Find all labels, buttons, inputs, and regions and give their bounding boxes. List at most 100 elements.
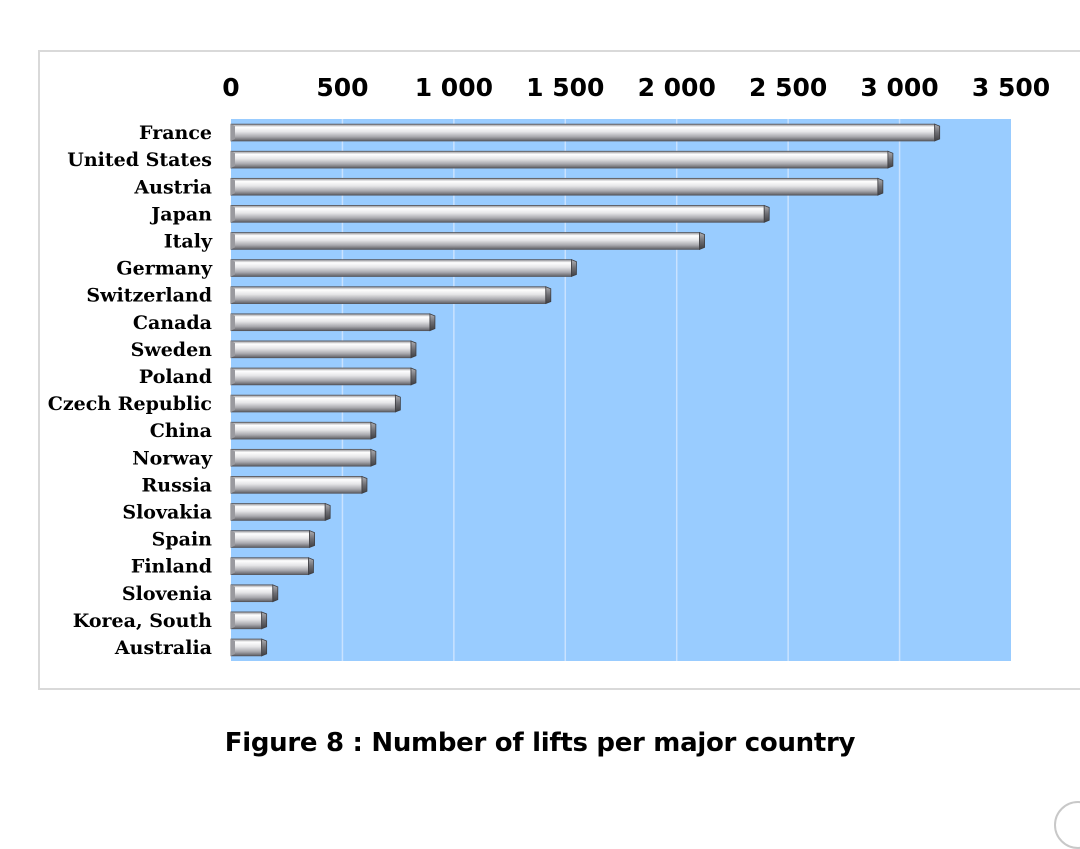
bar-end-cap — [324, 502, 331, 521]
bar-end-cap — [877, 177, 884, 196]
category-label: Germany — [116, 258, 213, 280]
category-label: Australia — [114, 637, 212, 659]
bar — [230, 286, 552, 305]
x-tick-label: 500 — [316, 73, 368, 102]
bar — [230, 421, 377, 440]
bar-end-cap — [429, 313, 436, 332]
bar-base-cap — [231, 205, 235, 223]
bar-base-cap — [231, 178, 235, 196]
bar-end-cap — [934, 123, 941, 142]
bar-end-cap — [272, 584, 279, 603]
bar — [230, 530, 315, 549]
x-tick-label: 1 000 — [415, 73, 493, 102]
bar — [230, 204, 770, 223]
figure-caption: Figure 8 : Number of lifts per major cou… — [224, 728, 856, 758]
bar-body — [230, 394, 396, 413]
bar-body — [230, 340, 412, 359]
bar — [230, 231, 705, 250]
bar — [230, 584, 279, 603]
category-label: France — [139, 122, 212, 144]
category-label: Korea, South — [73, 610, 212, 632]
bar-base-cap — [231, 286, 235, 304]
bar-body — [230, 313, 431, 332]
bar-base-cap — [231, 422, 235, 440]
category-label: Russia — [141, 474, 212, 496]
bar-end-cap — [410, 340, 417, 359]
category-label: Canada — [133, 312, 212, 334]
bar-base-cap — [231, 639, 235, 656]
bar-body — [230, 232, 700, 250]
bar-body — [230, 367, 412, 386]
plot-area — [231, 119, 1011, 661]
bar-body — [230, 638, 263, 657]
bar-body — [230, 123, 936, 142]
bar — [230, 475, 368, 494]
bar-base-cap — [231, 584, 235, 602]
bar — [230, 340, 417, 359]
bar-base-cap — [231, 124, 235, 141]
x-tick-label: 2 000 — [638, 73, 716, 102]
bar-end-cap — [571, 259, 577, 278]
category-labels: France United States Austria Japan Italy Germ… — [48, 122, 213, 659]
bar-body — [230, 476, 363, 494]
category-label: Slovakia — [122, 501, 212, 523]
bar-base-cap — [231, 611, 235, 629]
bar — [230, 259, 577, 278]
bar-body — [230, 259, 572, 277]
category-label: Switzerland — [86, 285, 212, 307]
bar — [230, 313, 436, 332]
category-label: Slovenia — [122, 583, 212, 605]
corner-decoration — [1054, 801, 1080, 849]
bar-body — [230, 421, 372, 440]
bar — [230, 150, 894, 169]
bar-body — [230, 584, 274, 603]
bar-body — [230, 530, 310, 548]
bar-end-cap — [763, 204, 770, 223]
bar-body — [230, 286, 547, 304]
category-label: Poland — [139, 366, 212, 388]
category-label: Czech Republic — [48, 393, 212, 415]
category-label: Italy — [164, 230, 213, 252]
bar-base-cap — [231, 449, 235, 467]
bar — [230, 557, 314, 576]
bar — [230, 367, 417, 386]
bar-end-cap — [887, 150, 894, 169]
bar-body — [230, 177, 879, 196]
x-tick-label: 1 500 — [526, 73, 604, 102]
bar-base-cap — [231, 259, 235, 277]
bar — [230, 611, 268, 630]
bar-end-cap — [410, 367, 417, 386]
bar-base-cap — [231, 476, 235, 494]
bar-base-cap — [231, 340, 235, 358]
bar-end-cap — [261, 611, 268, 630]
bar-body — [230, 205, 765, 223]
category-label: Sweden — [131, 339, 213, 361]
bar-end-cap — [370, 448, 377, 467]
x-tick-label: 0 — [222, 73, 239, 102]
bar-body — [230, 557, 309, 575]
category-label: Spain — [152, 529, 213, 551]
bar-base-cap — [231, 151, 235, 169]
bars — [230, 123, 941, 657]
bar-body — [230, 448, 372, 467]
bar-end-cap — [308, 557, 314, 576]
bar-chart: 0 500 1 000 1 500 2 000 2 500 3 000 3 500 Franc… — [48, 73, 1050, 661]
bar-body — [230, 611, 263, 630]
bar — [230, 502, 331, 521]
bar — [230, 448, 377, 467]
x-tick-label: 2 500 — [749, 73, 827, 102]
category-label: Finland — [131, 556, 212, 578]
bar-end-cap — [361, 475, 368, 494]
category-label: Norway — [132, 447, 213, 469]
bar-body — [230, 150, 889, 169]
bar-base-cap — [231, 313, 235, 331]
bar-base-cap — [231, 557, 235, 575]
bar-end-cap — [394, 394, 401, 413]
bar — [230, 177, 884, 196]
bar-base-cap — [231, 503, 235, 521]
x-tick-label: 3 000 — [860, 73, 938, 102]
category-label: Austria — [133, 176, 212, 198]
bar-body — [230, 503, 326, 521]
category-label: China — [150, 420, 212, 442]
bar-end-cap — [545, 286, 552, 305]
